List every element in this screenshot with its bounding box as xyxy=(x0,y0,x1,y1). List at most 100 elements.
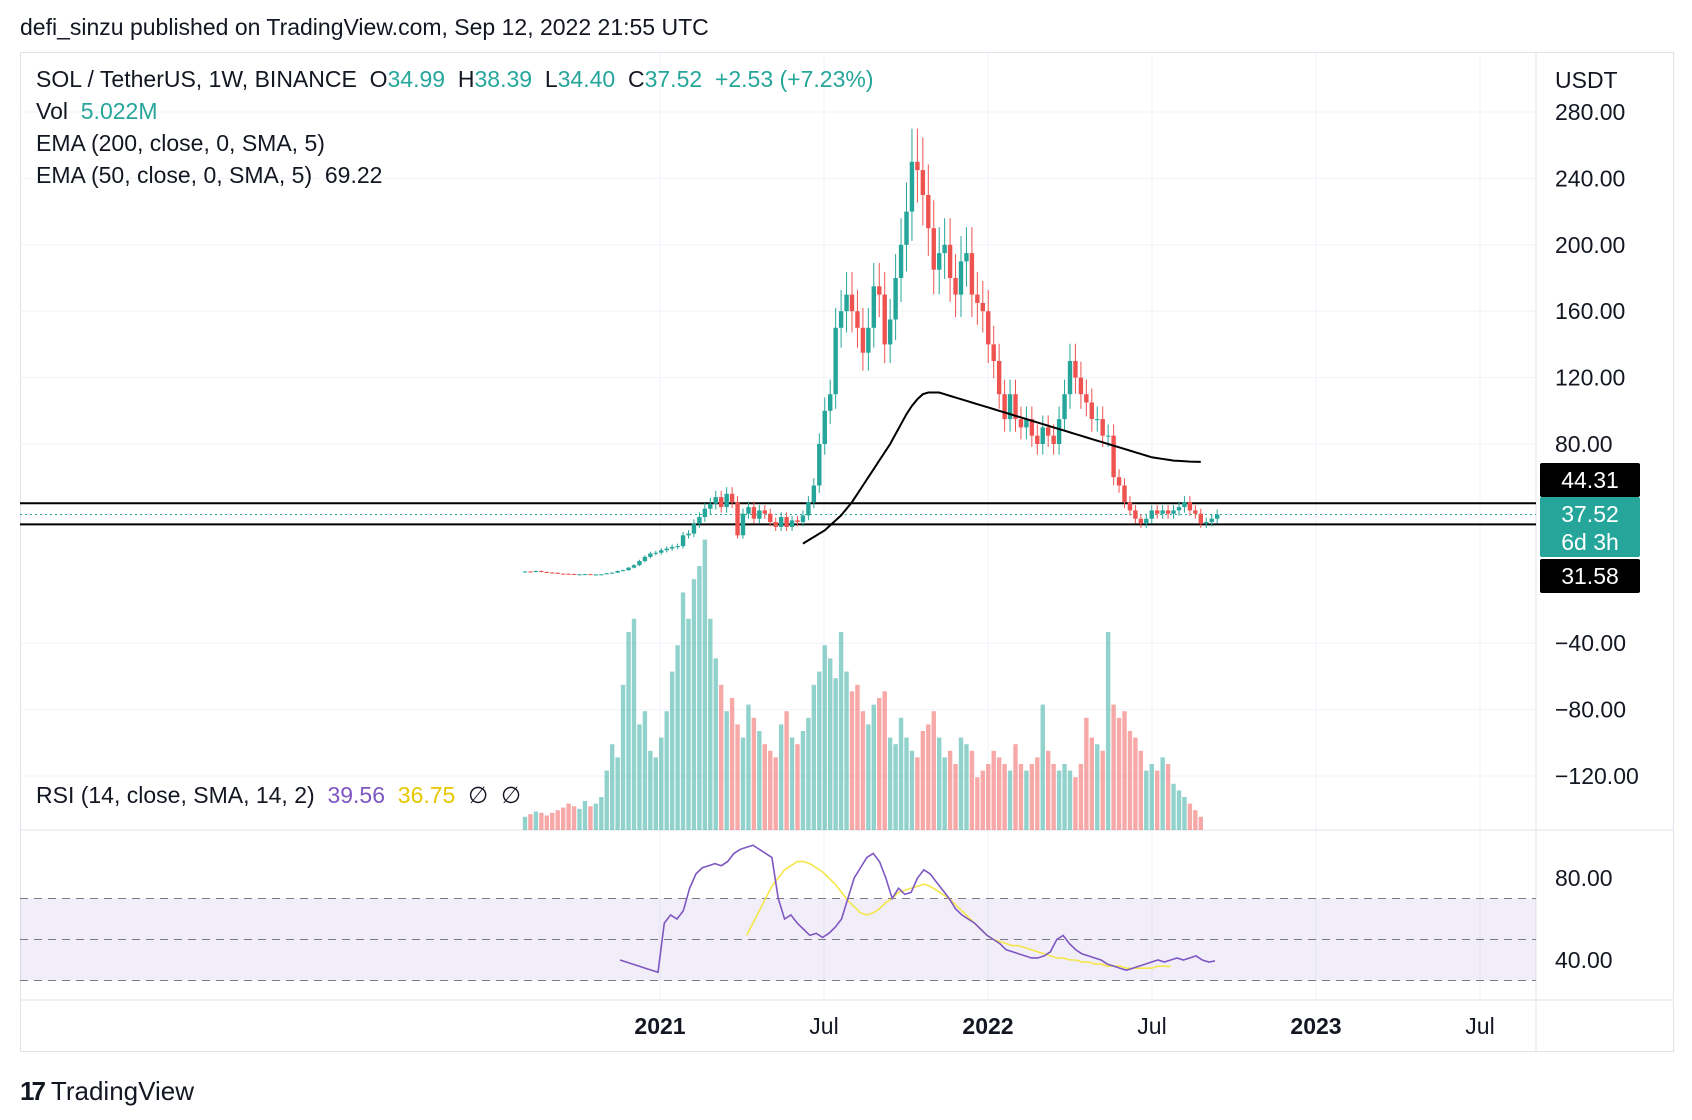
time-tick-label: 2022 xyxy=(962,1013,1013,1039)
volume-bar xyxy=(877,698,882,830)
volume-bar xyxy=(800,731,806,830)
candle-body xyxy=(555,572,560,574)
candle-body xyxy=(833,327,838,395)
volume-bar xyxy=(871,704,876,830)
volume-bar xyxy=(996,757,1002,830)
volume-bar xyxy=(669,671,675,830)
candle-body xyxy=(1116,477,1122,486)
volume-bar xyxy=(1187,803,1193,830)
candle-body xyxy=(642,556,648,562)
volume-bar xyxy=(893,744,898,830)
candle-body xyxy=(1100,419,1105,436)
candle-body xyxy=(1171,510,1176,514)
candle-body xyxy=(757,510,762,519)
volume-bar xyxy=(620,684,626,830)
candle-body xyxy=(1127,502,1133,511)
volume-bar xyxy=(778,724,784,830)
price-tick-label: 280.00 xyxy=(1555,99,1625,125)
volume-bar xyxy=(1067,770,1073,830)
candle-body xyxy=(958,261,964,295)
rsi-panel xyxy=(20,844,1536,981)
candle-body xyxy=(768,513,773,523)
candle-body xyxy=(533,570,539,572)
volume-bar xyxy=(746,704,751,830)
candle-body xyxy=(653,552,658,554)
volume-bar xyxy=(1024,770,1029,830)
volume-bar xyxy=(560,807,566,830)
volume-bar xyxy=(969,750,975,830)
candle-body xyxy=(686,533,691,536)
candle-body xyxy=(931,228,936,270)
price-change: +2.53 (+7.23%) xyxy=(714,66,874,92)
volume-bar xyxy=(958,737,964,830)
close-label: C xyxy=(627,66,645,92)
candle-body xyxy=(849,294,855,312)
candle-body xyxy=(1095,419,1100,421)
legend-ema200-row[interactable]: EMA (200, close, 0, SMA, 5) xyxy=(36,130,325,157)
rsi-sma-value: 36.75 xyxy=(397,782,456,808)
volume-bar xyxy=(789,737,795,830)
candle-body xyxy=(648,553,653,557)
candle-body xyxy=(860,327,866,353)
legend-volume-row[interactable]: Vol 5.022M xyxy=(36,98,157,125)
volume-bar xyxy=(915,757,920,830)
volume-bar xyxy=(762,744,767,830)
candle-body xyxy=(904,211,909,245)
candle-body xyxy=(1214,514,1220,519)
volume-bar xyxy=(1127,731,1133,830)
volume-bar xyxy=(593,803,599,830)
volume-bar xyxy=(795,744,800,830)
volume-bar xyxy=(1100,750,1105,830)
candle-body xyxy=(1138,518,1144,524)
candle-body xyxy=(1122,485,1127,503)
candle-body xyxy=(1084,394,1089,403)
legend-rsi-row[interactable]: RSI (14, close, SMA, 14, 2) 39.56 36.75 … xyxy=(36,782,521,809)
volume-bar xyxy=(1155,770,1160,830)
volume-bar xyxy=(729,698,735,830)
legend-ema50-row[interactable]: EMA (50, close, 0, SMA, 5) 69.22 xyxy=(36,162,382,189)
volume-bar xyxy=(528,814,533,830)
volume-bar xyxy=(1105,632,1111,830)
volume-bar xyxy=(1165,764,1171,830)
volume-bar xyxy=(566,803,571,830)
null-icon: ∅ xyxy=(468,782,489,808)
candle-body xyxy=(539,570,544,572)
horizontal-levels xyxy=(20,502,1536,526)
volume-bar xyxy=(1078,764,1084,830)
time-tick-label: Jul xyxy=(1137,1013,1166,1039)
candle-body xyxy=(610,572,615,574)
candle-body xyxy=(724,493,729,508)
lower-level-badge-text: 31.58 xyxy=(1561,563,1619,589)
volume-bar xyxy=(555,810,560,830)
candle-body xyxy=(778,517,784,527)
volume-bar xyxy=(702,539,708,830)
volume-bar xyxy=(838,632,844,830)
candle-body xyxy=(697,517,702,524)
candle-body xyxy=(953,278,958,295)
volume-bar xyxy=(599,797,604,830)
candle-body xyxy=(1149,510,1154,519)
candle-body xyxy=(637,561,642,566)
candle-body xyxy=(1007,394,1013,420)
current-price-badge-text: 37.52 xyxy=(1561,501,1619,527)
volume-bar xyxy=(931,711,936,830)
candle-body xyxy=(751,507,757,519)
volume-bar xyxy=(653,757,658,830)
candle-body xyxy=(1089,402,1094,420)
tradingview-logo[interactable]: 17 TradingView xyxy=(20,1076,194,1107)
candle-body xyxy=(773,522,778,527)
volume-bar xyxy=(1149,764,1154,830)
volume-bar xyxy=(697,566,702,830)
candle-body xyxy=(877,286,882,295)
candle-body xyxy=(599,574,604,576)
volume-bar xyxy=(947,750,953,830)
volume-bar xyxy=(751,717,757,830)
time-tick-label: 2021 xyxy=(634,1013,685,1039)
symbol-name[interactable]: SOL / TetherUS, 1W, BINANCE xyxy=(36,66,357,92)
volume-bar xyxy=(1040,704,1045,830)
candle-body xyxy=(626,567,631,571)
volume-bar xyxy=(740,737,746,830)
currency-label: USDT xyxy=(1555,67,1618,93)
